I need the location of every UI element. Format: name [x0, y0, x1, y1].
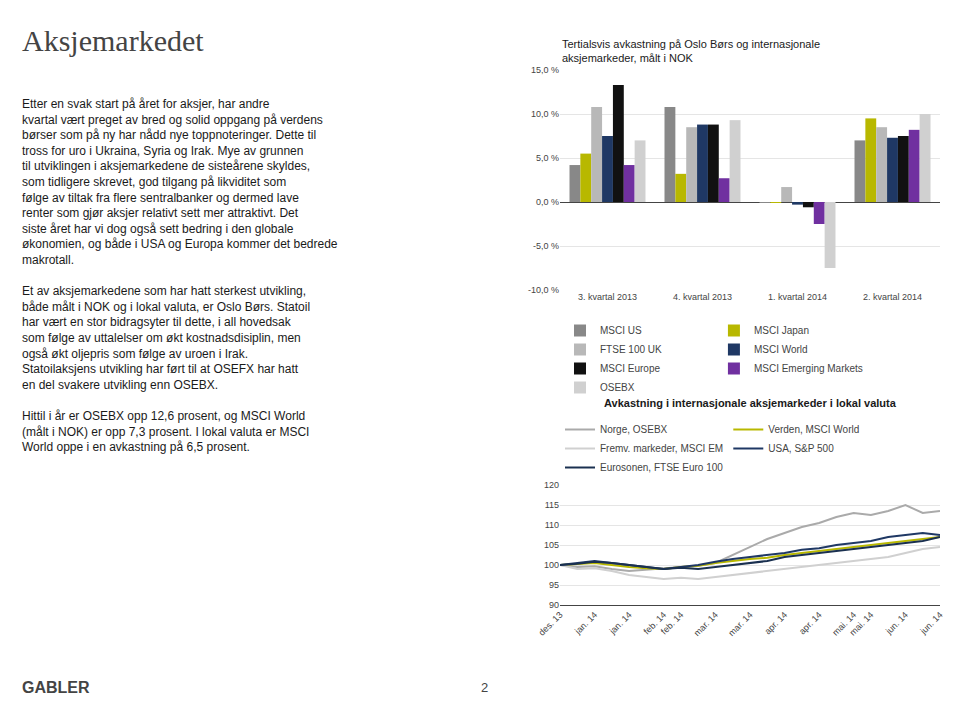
svg-text:FTSE 100 UK: FTSE 100 UK — [600, 344, 662, 355]
svg-text:GABLER: GABLER — [22, 679, 90, 696]
svg-text:Etter en svak start på året fo: Etter en svak start på året for aksjer, … — [22, 97, 338, 454]
svg-text:5,0 %: 5,0 % — [536, 153, 559, 163]
svg-text:feb. 14: feb. 14 — [642, 610, 669, 637]
svg-text:mar. 14: mar. 14 — [692, 610, 720, 638]
svg-text:feb. 14: feb. 14 — [659, 610, 686, 637]
svg-text:OSEBX: OSEBX — [600, 382, 635, 393]
svg-text:115: 115 — [545, 500, 559, 510]
svg-text:Avkastning i internasjonale ak: Avkastning i internasjonale aksjemarkede… — [604, 397, 897, 409]
svg-text:4. kvartal 2013: 4. kvartal 2013 — [673, 292, 732, 302]
svg-text:95: 95 — [549, 580, 559, 590]
svg-text:mar. 14: mar. 14 — [726, 610, 754, 638]
svg-text:Norge, OSEBX: Norge, OSEBX — [600, 424, 668, 435]
svg-text:MSCI Japan: MSCI Japan — [754, 325, 809, 336]
svg-text:110: 110 — [545, 520, 559, 530]
svg-text:Aksjemarkedet: Aksjemarkedet — [22, 24, 204, 57]
svg-text:2. kvartal 2014: 2. kvartal 2014 — [863, 292, 922, 302]
svg-text:apr. 14: apr. 14 — [797, 610, 824, 637]
svg-text:120: 120 — [544, 480, 559, 490]
svg-text:15,0 %: 15,0 % — [531, 65, 559, 75]
svg-text:2: 2 — [481, 680, 488, 695]
svg-text:90: 90 — [549, 600, 559, 610]
svg-text:apr. 14: apr. 14 — [763, 610, 790, 637]
svg-text:100: 100 — [544, 560, 559, 570]
svg-text:MSCI Emerging Markets: MSCI Emerging Markets — [754, 363, 863, 374]
svg-text:0,0 %: 0,0 % — [536, 197, 559, 207]
svg-text:Tertialsvis avkastning på Oslo: Tertialsvis avkastning på Oslo Børs og i… — [562, 38, 820, 64]
svg-text:10,0 %: 10,0 % — [531, 109, 559, 119]
svg-text:MSCI US: MSCI US — [600, 325, 642, 336]
svg-text:jan. 14: jan. 14 — [572, 610, 599, 637]
svg-text:des. 13: des. 13 — [537, 610, 565, 638]
svg-text:jun. 14: jun. 14 — [918, 610, 945, 637]
svg-text:Fremv. markeder, MSCI EM: Fremv. markeder, MSCI EM — [600, 443, 723, 454]
svg-text:jun. 14: jun. 14 — [883, 610, 910, 637]
svg-text:3. kvartal 2013: 3. kvartal 2013 — [578, 292, 637, 302]
svg-text:105: 105 — [544, 540, 559, 550]
svg-text:-10,0 %: -10,0 % — [528, 285, 559, 295]
svg-text:mai. 14: mai. 14 — [848, 610, 876, 638]
svg-text:Eurosonen, FTSE Euro 100: Eurosonen, FTSE Euro 100 — [600, 462, 723, 473]
svg-text:MSCI Europe: MSCI Europe — [600, 363, 660, 374]
svg-text:USA, S&P 500: USA, S&P 500 — [768, 443, 834, 454]
svg-text:1. kvartal 2014: 1. kvartal 2014 — [768, 292, 827, 302]
svg-text:MSCI World: MSCI World — [754, 344, 808, 355]
svg-text:-5,0 %: -5,0 % — [533, 241, 559, 251]
svg-text:mai. 14: mai. 14 — [830, 610, 858, 638]
svg-text:jan. 14: jan. 14 — [607, 610, 634, 637]
svg-text:Verden, MSCI World: Verden, MSCI World — [768, 424, 859, 435]
